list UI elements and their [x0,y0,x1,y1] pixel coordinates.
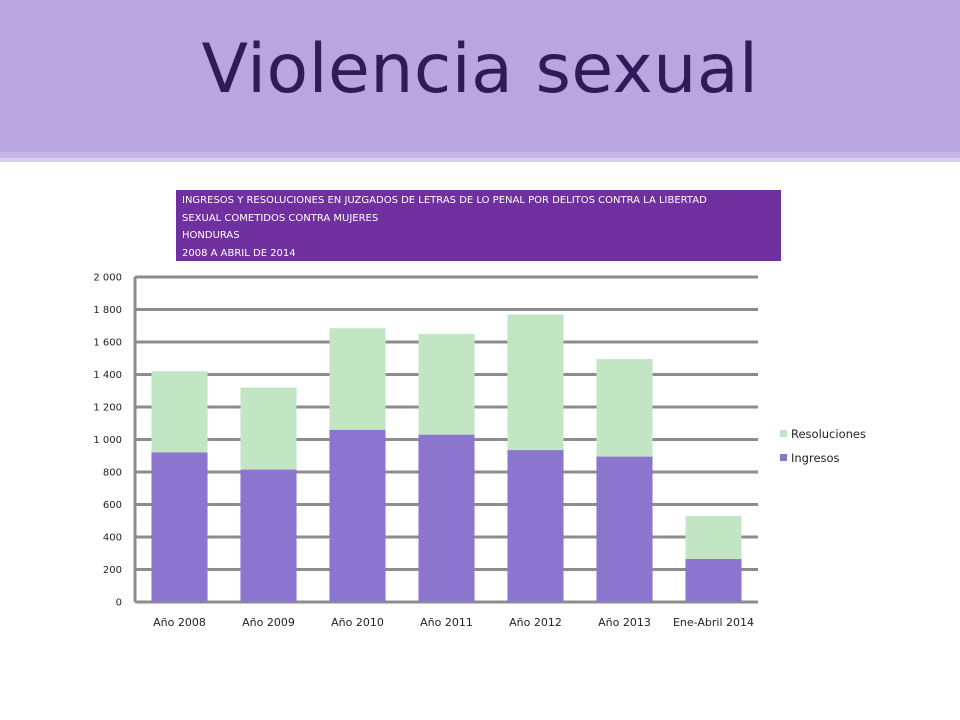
bar-resoluciones [329,328,386,430]
caption-line-3: HONDURAS [182,230,240,241]
bar-resoluciones [685,515,742,559]
legend-swatch [780,454,787,461]
y-tick-label: 800 [103,468,122,479]
y-tick-label: 200 [103,565,122,576]
bar-ingresos [329,429,386,602]
caption-line-2: SEXUAL COMETIDOS CONTRA MUJERES [182,212,379,224]
y-tick-label: 400 [103,533,122,544]
x-tick-label: Año 2013 [598,616,651,629]
chart-caption: INGRESOS Y RESOLUCIONES EN JUZGADOS DE L… [176,190,781,261]
y-tick-label: 1 800 [93,305,122,316]
y-tick-label: 1 400 [93,370,122,381]
legend-swatch [780,430,787,437]
bar-ingresos [240,469,297,602]
x-tick-label: Ene-Abril 2014 [673,616,754,629]
y-tick-label: 1 000 [93,435,122,446]
bar-resoluciones [151,371,208,453]
bar-resoluciones [507,314,564,451]
legend-label: Resoluciones [791,427,866,441]
bar-resoluciones [240,387,297,470]
x-tick-label: Año 2011 [420,616,473,629]
y-tick-label: 1 200 [93,403,122,414]
bar-ingresos [507,450,564,602]
y-tick-label: 1 600 [93,338,122,349]
caption-line-4: 2008 A ABRIL DE 2014 [182,247,296,259]
caption-line-1: INGRESOS Y RESOLUCIONES EN JUZGADOS DE L… [182,195,707,206]
y-tick-label: 0 [116,598,122,609]
bar-resoluciones [596,359,653,457]
y-tick-label: 600 [103,500,122,511]
header-band [0,0,960,162]
bar-resoluciones [418,333,475,435]
bar-ingresos [596,456,653,602]
x-tick-label: Año 2012 [509,616,562,629]
y-tick-label: 2 000 [93,273,122,284]
bar-ingresos [685,558,742,602]
bar-ingresos [418,434,475,602]
x-tick-label: Año 2010 [331,616,384,629]
x-tick-label: Año 2009 [242,616,295,629]
x-tick-label: Año 2008 [153,616,206,629]
bar-ingresos [151,452,208,602]
slide-title: Violencia sexual [201,30,759,109]
legend-label: Ingresos [791,451,840,465]
